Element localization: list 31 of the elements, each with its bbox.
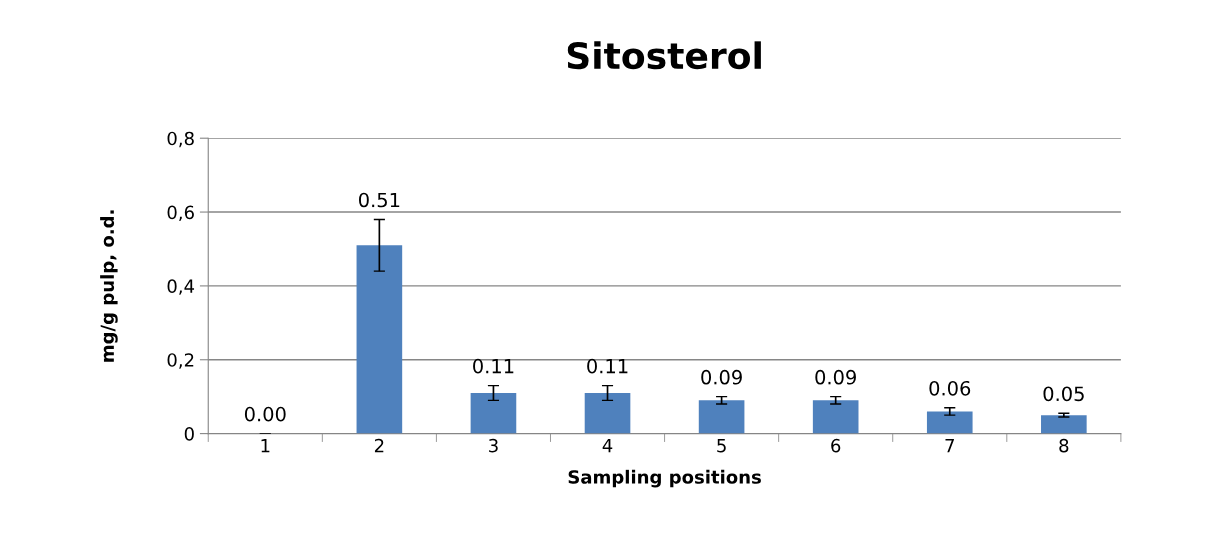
chart-title: Sitosterol xyxy=(567,41,761,70)
bar xyxy=(1041,415,1087,434)
x-tick-label: 3 xyxy=(489,438,498,453)
y-tick-label: 0 xyxy=(184,427,194,441)
data-label: 0.06 xyxy=(929,380,971,396)
data-label: 0.11 xyxy=(473,358,514,374)
y-tick-label: 0,6 xyxy=(167,205,194,222)
y-tick-label: 0,8 xyxy=(167,131,194,148)
x-tick-label: 6 xyxy=(831,438,841,453)
bar xyxy=(812,400,859,434)
x-tick-label: 7 xyxy=(945,439,954,453)
bar xyxy=(584,392,631,434)
data-label: 0.09 xyxy=(815,369,856,385)
bar xyxy=(698,400,745,434)
data-label: 0.51 xyxy=(359,192,400,208)
data-label: 0.00 xyxy=(244,406,286,422)
data-label: 0.05 xyxy=(1043,386,1084,402)
bar xyxy=(926,411,973,434)
bar xyxy=(470,392,517,434)
x-tick-label: 5 xyxy=(717,439,726,453)
y-tick-label: 0,4 xyxy=(167,279,195,295)
bar xyxy=(356,245,403,434)
data-label: 0.09 xyxy=(701,369,742,385)
x-axis-title: Sampling positions xyxy=(568,469,761,488)
x-tick-label: 8 xyxy=(1059,438,1069,453)
data-label: 0.11 xyxy=(587,358,628,374)
y-axis-title: mg/g pulp, o.d. xyxy=(100,210,118,362)
x-tick-label: 1 xyxy=(261,439,270,453)
x-tick-label: 4 xyxy=(602,439,613,453)
y-tick-label: 0,2 xyxy=(167,353,194,369)
x-tick-label: 2 xyxy=(374,438,384,453)
